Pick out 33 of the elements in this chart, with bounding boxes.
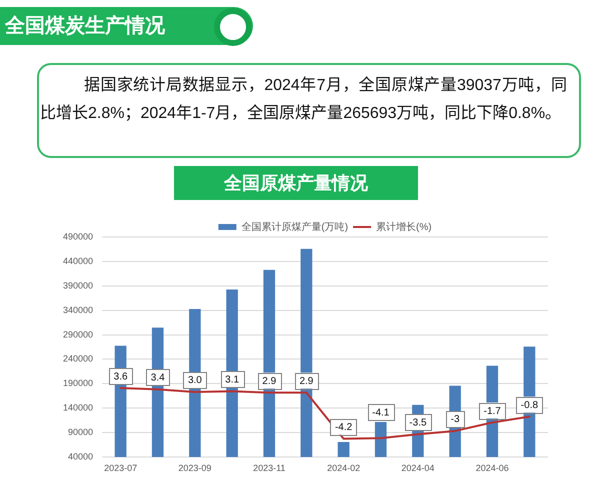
data-label: -1.7 (484, 406, 502, 417)
text: 全国煤炭生产情况 (5, 14, 165, 39)
y-tick-label: 240000 (62, 354, 93, 364)
y-tick-label: 140000 (62, 402, 93, 413)
data-label: 3.1 (225, 374, 240, 386)
x-tick-label: 2023-09 (178, 462, 212, 473)
y-tick-label: 390000 (62, 280, 93, 290)
x-tick-label: 2023-07 (104, 462, 138, 473)
data-label: 2.9 (299, 376, 314, 387)
y-tick-label: 90000 (68, 427, 93, 438)
data-label: -4.1 (372, 408, 390, 419)
data-label: -0.8 (520, 400, 538, 411)
legend-label: 全国累计原煤产量(万吨) (241, 220, 348, 233)
chart-title: 全国原煤产量情况 (174, 166, 418, 200)
text: 据国家统计局数据显示，2024年7月，全国原煤产量39037万吨，同比增长2.8%；2024年1-7月，全国原煤产量265693万吨，同比下降0.8%。 (40, 75, 567, 124)
x-tick-label: 2023-11 (253, 462, 286, 473)
y-tick-label: 190000 (62, 378, 93, 388)
y-tick-label: 340000 (62, 304, 93, 315)
x-tick-label: 2024-06 (476, 462, 509, 473)
data-label: -3.5 (409, 417, 427, 428)
y-tick-label: 290000 (62, 329, 93, 340)
data-label: 3.4 (150, 372, 166, 384)
data-label: -3 (450, 414, 460, 426)
data-label: -4.2 (334, 422, 353, 433)
data-label: 2.9 (262, 376, 277, 387)
data-label: 3.6 (114, 371, 128, 382)
x-tick-label: 2024-04 (401, 462, 434, 473)
data-label: 3.0 (188, 375, 202, 386)
y-tick-label: 40000 (68, 451, 93, 462)
y-tick-label: 490000 (62, 231, 93, 242)
legend-label: 累计增长(%) (376, 220, 432, 233)
x-tick-label: 2024-02 (327, 462, 360, 473)
y-tick-label: 440000 (62, 256, 93, 266)
